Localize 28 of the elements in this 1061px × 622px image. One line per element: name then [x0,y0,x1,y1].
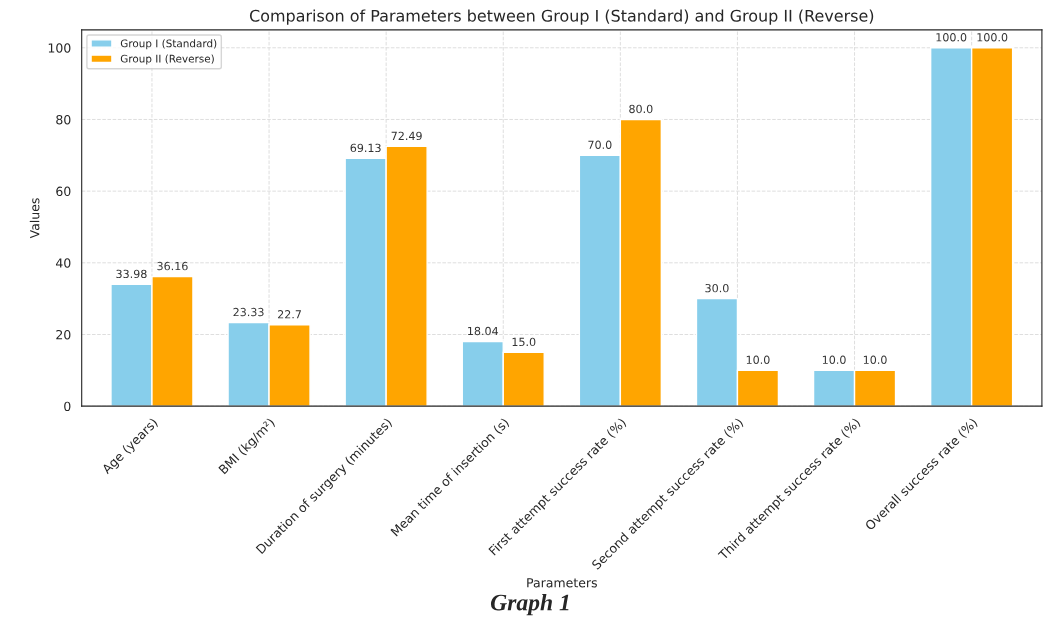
x-axis-title: Parameters [527,578,597,588]
data-label: 70.0 [588,140,612,149]
y-tick-label: 100 [48,43,71,53]
data-label: 22.7 [277,310,301,319]
legend-label: Group I (Standard) [120,39,217,50]
y-tick-label: 80 [56,114,71,125]
caption: Graph 1 [490,593,569,616]
data-label: 23.33 [233,307,264,317]
y-tick-label: 0 [64,401,71,412]
data-label: 33.98 [116,269,147,279]
data-label: 80.0 [629,104,653,114]
data-label: 100.0 [977,33,1008,42]
data-label: 30.0 [705,283,729,293]
y-tick-label: 20 [56,329,71,340]
data-label: 72.49 [391,131,422,141]
chart-title: Comparison of Parameters between Group I (Standard) and Group II (Reverse) [249,9,874,25]
y-axis-title: Values [29,198,40,239]
y-tick-label: 40 [55,258,71,268]
data-label: 100.0 [936,33,967,42]
data-label: 18.04 [468,326,499,336]
data-label: 69.13 [350,143,381,153]
data-label: 36.16 [157,261,188,271]
data-label: 10.0 [746,355,770,365]
y-tick-label: 60 [56,186,71,197]
data-label: 10.0 [822,355,846,365]
data-label: 15.0 [512,337,536,347]
legend-label: Group II (Reverse) [120,54,214,65]
data-label: 10.0 [863,355,887,365]
